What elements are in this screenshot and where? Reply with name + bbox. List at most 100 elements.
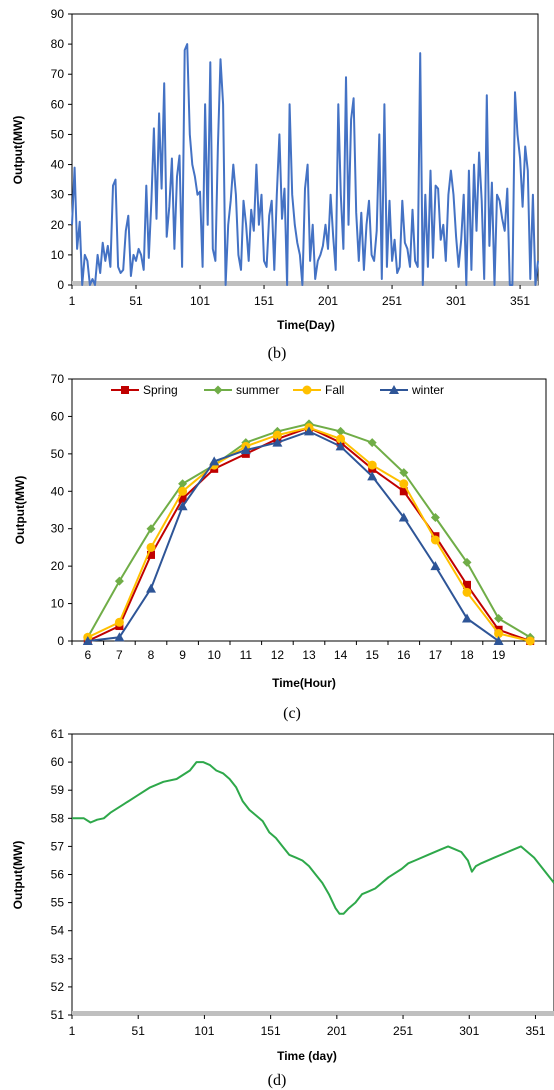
series-marker-summer (430, 512, 440, 522)
chart-b-caption: (b) (268, 345, 287, 362)
y-tick-label: 60 (51, 409, 65, 423)
x-tick-label: 11 (240, 648, 253, 662)
series-marker-winter (82, 636, 93, 645)
series-marker-summer (178, 479, 188, 489)
series-marker-Fall (336, 434, 346, 444)
legend-marker-Fall (302, 385, 312, 395)
y-tick-label: 40 (51, 158, 65, 172)
series-marker-Fall (114, 617, 124, 627)
y-tick-label: 55 (51, 896, 65, 910)
x-tick-label: 151 (254, 294, 274, 308)
chart-c-legend: Spring summer Fall winter (111, 383, 444, 397)
y-tick-label: 0 (57, 634, 64, 648)
x-tick-label: 1 (69, 294, 76, 308)
series-marker-winter (146, 583, 156, 593)
series-marker-summer (367, 438, 377, 448)
chart-d-x-ticks: 1 51 101 151 201 251 301 351 (69, 1015, 546, 1038)
y-tick-label: 52 (51, 980, 65, 994)
y-tick-label: 58 (51, 811, 65, 825)
x-tick-label: 10 (208, 648, 222, 662)
x-tick-label: 351 (510, 294, 530, 308)
series-marker-summer (494, 614, 504, 624)
x-tick-label: 17 (429, 648, 443, 662)
y-tick-label: 30 (51, 188, 65, 202)
chart-c-x-ticks: 6 7 8 9 10 11 12 13 14 15 16 17 18 19 (71, 641, 547, 662)
chart-c-hourly-output: 0 10 20 30 40 50 60 70 6 7 8 9 10 11 12 13 14 15 16 17 18 19… (13, 372, 547, 722)
x-tick-label: 101 (190, 294, 210, 308)
y-tick-label: 0 (57, 278, 64, 292)
series-line-0 (71, 43, 539, 286)
x-tick-label: 301 (459, 1024, 479, 1038)
y-tick-label: 40 (51, 484, 65, 498)
y-tick-label: 56 (51, 868, 65, 882)
series-marker-winter (430, 561, 441, 571)
series-marker-summer (399, 468, 409, 478)
y-tick-label: 70 (51, 67, 65, 81)
series-marker-Fall (494, 629, 504, 639)
legend-marker-winter (389, 385, 399, 394)
series-marker-winter (304, 426, 314, 436)
x-tick-label: 51 (129, 294, 143, 308)
chart-b-y-ticks: 0 10 20 30 40 50 60 70 80 90 (51, 7, 72, 292)
x-tick-label: 101 (194, 1024, 214, 1038)
x-tick-label: 13 (302, 648, 316, 662)
series-marker-summer (336, 426, 346, 436)
y-tick-label: 70 (51, 372, 65, 386)
chart-c-y-axis-label: Output(MW) (13, 476, 27, 545)
series-marker-winter (209, 456, 220, 466)
series-marker-Fall (525, 636, 535, 646)
legend-label-summer: summer (236, 383, 279, 397)
chart-d-plot-area (71, 733, 554, 1016)
y-tick-label: 61 (51, 727, 65, 741)
legend-marker-summer (213, 385, 223, 395)
x-tick-label: 12 (271, 648, 285, 662)
y-tick-label: 53 (51, 952, 65, 966)
series-marker-winter (240, 445, 251, 455)
chart-d-x-axis-label: Time (day) (277, 1049, 337, 1063)
x-tick-label: 16 (397, 648, 411, 662)
x-tick-label: 51 (132, 1024, 146, 1038)
series-marker-winter (398, 512, 409, 522)
series-marker-summer (146, 524, 156, 534)
chart-d-series (72, 761, 554, 915)
series-marker-Fall (272, 430, 282, 440)
legend-marker-Spring (121, 386, 129, 394)
y-tick-label: 10 (51, 597, 65, 611)
x-tick-label: 151 (261, 1024, 281, 1038)
chart-c-y-ticks: 0 10 20 30 40 50 60 70 (51, 372, 72, 648)
chart-c-series (82, 419, 535, 646)
series-marker-winter (272, 437, 283, 447)
series-marker-Fall (146, 542, 156, 552)
chart-d-y-ticks: 51 52 53 54 55 56 57 58 59 60 61 (51, 727, 72, 1022)
chart-b-series (71, 43, 539, 286)
series-marker-Fall (367, 460, 377, 470)
x-tick-label: 6 (84, 648, 91, 662)
series-marker-summer (462, 557, 472, 567)
y-tick-label: 30 (51, 522, 65, 536)
y-tick-label: 20 (51, 559, 65, 573)
x-tick-label: 9 (179, 648, 186, 662)
series-line-winter (87, 430, 500, 642)
chart-b-y-axis-label: Output(MW) (11, 116, 25, 185)
chart-d-y-axis-label: Output(MW) (11, 841, 25, 910)
series-marker-winter (335, 441, 346, 451)
y-tick-label: 50 (51, 447, 65, 461)
y-tick-label: 60 (51, 755, 65, 769)
series-marker-Fall (462, 587, 472, 597)
y-tick-label: 10 (51, 248, 65, 262)
chart-d-floor-band (72, 1011, 554, 1016)
x-tick-label: 201 (318, 294, 338, 308)
chart-b-x-axis-label: Time(Day) (277, 318, 335, 332)
series-marker-summer (114, 576, 124, 586)
series-marker-winter (493, 636, 504, 645)
x-tick-label: 1 (69, 1024, 76, 1038)
chart-c-caption: (c) (283, 705, 301, 722)
series-marker-winter (177, 501, 188, 511)
legend-label-winter: winter (411, 383, 444, 397)
x-tick-label: 251 (393, 1024, 413, 1038)
series-marker-Fall (399, 479, 409, 489)
y-tick-label: 59 (51, 783, 65, 797)
